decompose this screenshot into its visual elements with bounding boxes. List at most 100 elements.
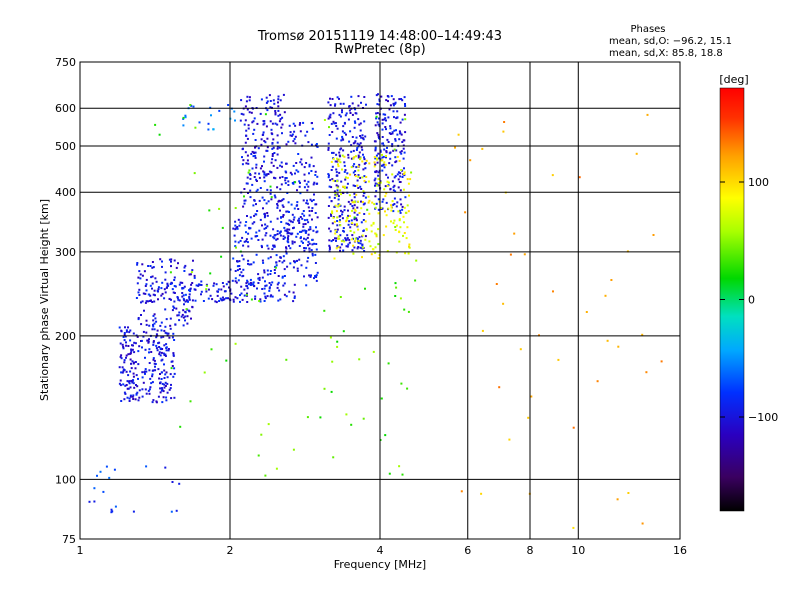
data-point xyxy=(345,186,348,189)
data-point xyxy=(153,328,156,331)
data-point xyxy=(246,137,249,140)
data-point xyxy=(354,112,357,115)
data-point xyxy=(337,163,339,166)
data-point xyxy=(246,108,249,111)
data-point xyxy=(244,105,247,108)
data-point xyxy=(172,291,175,294)
data-point xyxy=(148,392,151,395)
data-point xyxy=(282,205,285,208)
data-point xyxy=(336,228,339,231)
data-point xyxy=(273,102,276,105)
data-point xyxy=(509,253,512,256)
data-point xyxy=(348,109,351,112)
data-point xyxy=(319,416,322,419)
data-point xyxy=(179,281,182,284)
data-point xyxy=(129,386,132,389)
data-point xyxy=(362,417,365,420)
data-point xyxy=(367,195,370,198)
data-point xyxy=(389,127,392,130)
data-point xyxy=(379,150,382,153)
data-point xyxy=(136,335,139,338)
data-point xyxy=(140,314,142,316)
data-point xyxy=(346,245,349,248)
data-point xyxy=(354,185,357,187)
data-point xyxy=(364,220,367,223)
data-point xyxy=(269,189,272,192)
data-point xyxy=(312,165,315,168)
data-point xyxy=(177,262,179,265)
data-point xyxy=(296,267,299,270)
data-point xyxy=(329,336,332,339)
data-point xyxy=(279,209,281,212)
data-point xyxy=(279,176,281,179)
data-point xyxy=(136,391,139,394)
data-point xyxy=(123,359,126,362)
data-point xyxy=(152,325,155,328)
data-point xyxy=(169,387,172,390)
data-point xyxy=(266,149,269,152)
data-point xyxy=(298,222,301,224)
data-point xyxy=(276,145,279,148)
data-point xyxy=(290,134,293,137)
data-point xyxy=(148,362,151,364)
data-point xyxy=(364,167,367,170)
data-point xyxy=(125,329,128,332)
data-point xyxy=(144,292,147,295)
data-point xyxy=(367,180,370,183)
data-point xyxy=(377,257,380,260)
data-point xyxy=(170,360,173,363)
data-point xyxy=(362,246,364,249)
data-point xyxy=(245,100,248,103)
data-point xyxy=(340,180,343,183)
data-point xyxy=(185,308,188,311)
data-point xyxy=(256,210,259,212)
data-point xyxy=(141,376,144,379)
data-point xyxy=(267,200,270,203)
data-point xyxy=(386,250,389,253)
data-point xyxy=(139,273,142,276)
data-point xyxy=(381,156,384,159)
data-point xyxy=(263,171,266,174)
data-point xyxy=(281,199,284,202)
data-point xyxy=(519,348,522,351)
data-point xyxy=(394,161,397,164)
data-point xyxy=(301,229,304,232)
data-point xyxy=(381,207,384,210)
data-point xyxy=(356,147,359,150)
data-point xyxy=(306,189,309,192)
data-point xyxy=(387,207,390,210)
data-point xyxy=(403,174,406,177)
data-point xyxy=(578,176,581,179)
data-point xyxy=(249,177,252,180)
data-point xyxy=(282,238,285,240)
data-point xyxy=(376,132,379,135)
data-point xyxy=(343,170,346,173)
data-point xyxy=(161,401,164,404)
data-point xyxy=(390,220,392,223)
data-point xyxy=(398,98,401,101)
data-point xyxy=(385,119,387,122)
data-point xyxy=(275,467,278,470)
data-point xyxy=(151,266,154,269)
data-point xyxy=(170,298,172,301)
data-point xyxy=(166,391,169,394)
data-point xyxy=(354,140,357,143)
data-point xyxy=(148,324,151,327)
colorbar-tick-label: −100 xyxy=(748,411,778,424)
data-point xyxy=(255,213,258,216)
data-point xyxy=(260,244,263,247)
data-point xyxy=(361,134,364,137)
data-point xyxy=(398,219,401,222)
data-point xyxy=(403,308,406,311)
data-point xyxy=(362,168,365,171)
data-point xyxy=(303,186,306,189)
data-point xyxy=(349,203,352,206)
data-point xyxy=(142,330,145,333)
data-point xyxy=(243,288,246,291)
data-point xyxy=(212,128,215,131)
data-point xyxy=(268,286,271,289)
data-point xyxy=(164,308,167,311)
data-point xyxy=(374,232,377,235)
data-point xyxy=(382,234,385,237)
data-point xyxy=(270,128,273,131)
